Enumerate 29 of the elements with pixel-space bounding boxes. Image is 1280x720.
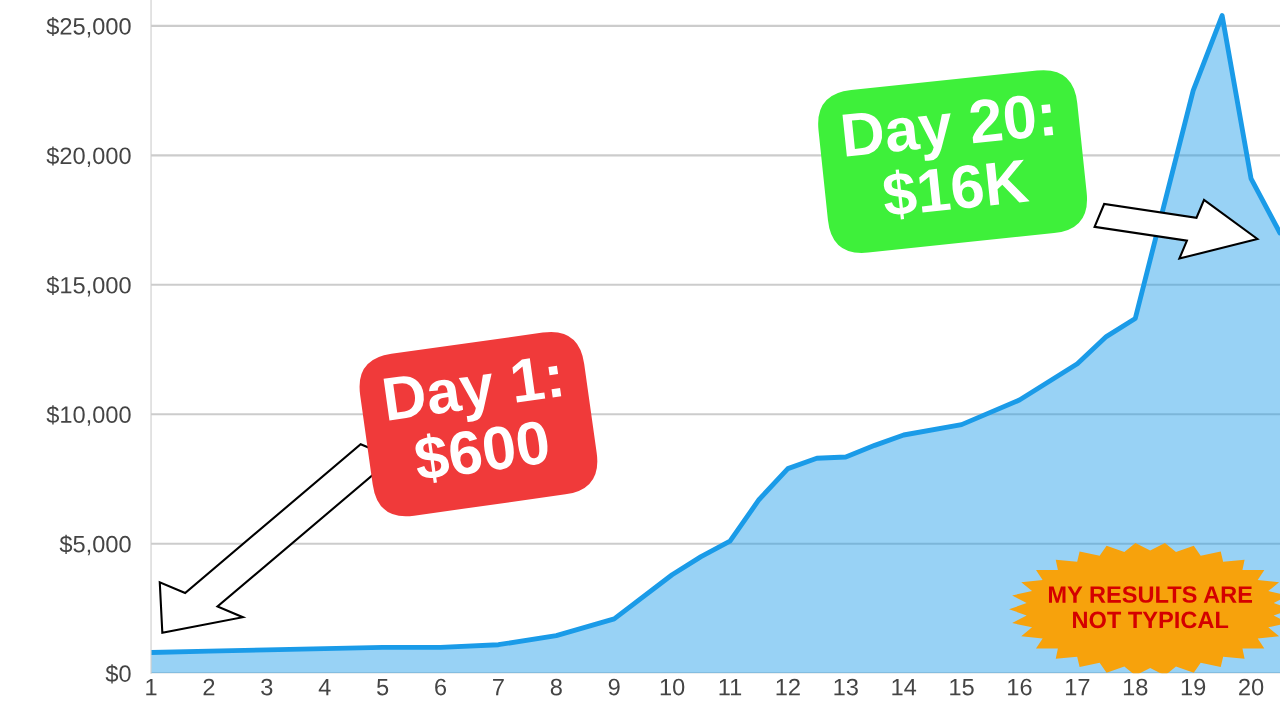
x-tick-label: 4 [318, 678, 331, 696]
x-tick-label: 11 [719, 678, 742, 696]
x-tick-label: 13 [834, 678, 858, 696]
y-tick-label: $5,000 [59, 534, 131, 556]
y-tick-label: $0 [105, 664, 131, 684]
x-tick-label: 20 [1239, 678, 1264, 696]
y-tick-label: $20,000 [46, 146, 131, 167]
x-tick-label: 3 [261, 678, 273, 696]
x-tick-label: 6 [435, 678, 447, 696]
x-tick-label: 8 [550, 678, 562, 696]
x-tick-label: 12 [776, 678, 800, 696]
annotation: MY RESULTS ARE NOT TYPICAL [1048, 586, 1253, 629]
annotation: Day 20: $16K [842, 92, 1055, 221]
x-tick-label: 7 [493, 678, 504, 696]
x-tick-label: 2 [203, 678, 215, 696]
x-tick-label: 1 [146, 678, 157, 696]
y-tick-label: $25,000 [46, 16, 131, 38]
y-tick-label: $15,000 [46, 275, 131, 297]
x-tick-label: 15 [950, 678, 974, 696]
x-tick-label: 18 [1123, 678, 1148, 696]
annotation: Day 1: $600 [383, 354, 563, 486]
x-tick-label: 5 [377, 678, 389, 696]
y-tick-label: $10,000 [46, 405, 131, 426]
x-tick-label: 14 [892, 678, 917, 696]
x-tick-label: 19 [1181, 678, 1206, 696]
x-tick-label: 17 [1066, 678, 1090, 696]
x-tick-label: 16 [1008, 678, 1032, 696]
x-tick-label: 10 [660, 678, 685, 696]
x-tick-label: 9 [608, 678, 620, 696]
